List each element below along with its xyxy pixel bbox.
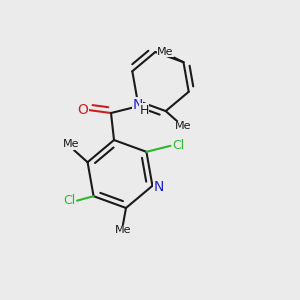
Text: M: M bbox=[61, 138, 72, 151]
Text: H: H bbox=[139, 103, 149, 116]
Text: Me: Me bbox=[63, 139, 79, 149]
Text: Cl: Cl bbox=[173, 139, 185, 152]
Text: N: N bbox=[154, 180, 164, 194]
Text: N: N bbox=[132, 98, 142, 112]
Text: Me: Me bbox=[115, 226, 131, 236]
Text: O: O bbox=[78, 103, 88, 117]
Text: Cl: Cl bbox=[63, 194, 75, 207]
Text: M6: M6 bbox=[114, 226, 132, 238]
Text: Me: Me bbox=[175, 121, 191, 131]
Text: Me: Me bbox=[157, 47, 174, 57]
